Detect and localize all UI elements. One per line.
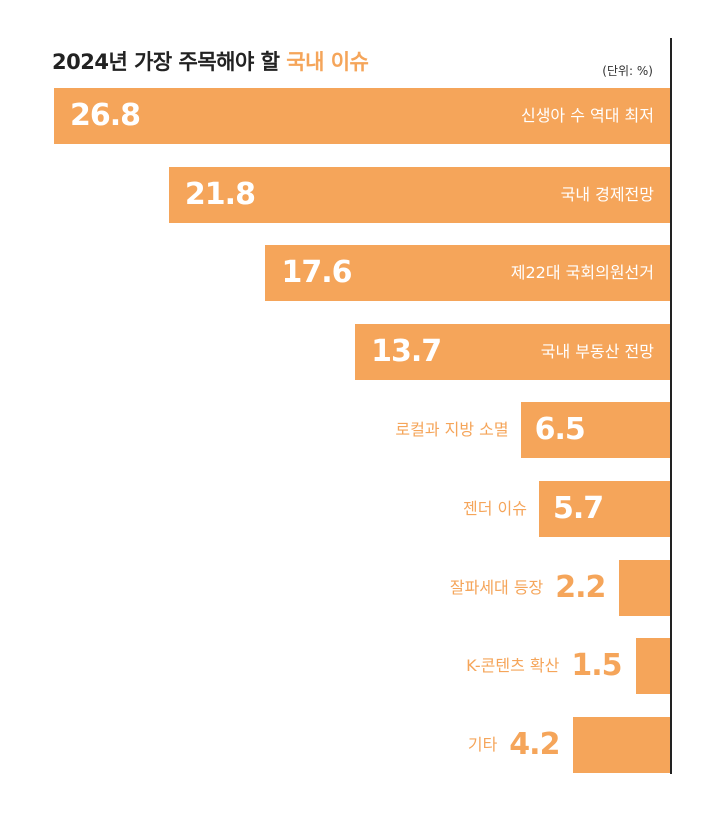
bar-1 (54, 88, 670, 144)
bar-7 (619, 559, 670, 616)
bar-6 (538, 481, 670, 537)
category-label-2: 국내 경제전망 (560, 184, 654, 204)
value-label-9: 4.2 (509, 726, 560, 762)
category-label-7: 잘파세대 등장 (449, 577, 544, 597)
category-label-3: 제22대 국회의원선거 (510, 263, 654, 283)
category-label-8: K-콘텐츠 확산 (466, 656, 560, 676)
chart-title-main: 2024년 가장 주목해야 할 (52, 50, 287, 74)
category-label-9: 기타 (467, 734, 498, 754)
value-label-8: 1.5 (571, 648, 622, 684)
category-label-4: 국내 부동산 전망 (540, 341, 654, 361)
bar-9 (573, 716, 670, 773)
unit-label: (단위: %) (602, 64, 653, 78)
value-label-1: 26.8 (70, 98, 141, 133)
bar-8 (635, 638, 670, 695)
axis-line (670, 38, 672, 774)
category-label-6: 젠더 이슈 (463, 499, 527, 518)
value-label-6: 5.7 (552, 491, 604, 526)
value-label-3: 17.6 (281, 255, 352, 291)
chart-title: 2024년 가장 주목해야 할 국내 이슈 (52, 46, 369, 76)
bar-3 (265, 245, 670, 302)
chart-title-accent: 국내 이슈 (286, 50, 369, 74)
category-label-1: 신생아 수 역대 최저 (520, 106, 654, 125)
value-label-7: 2.2 (555, 569, 606, 605)
value-label-2: 21.8 (184, 176, 256, 212)
bar-5 (520, 402, 670, 459)
value-label-5: 6.5 (534, 412, 586, 448)
value-label-4: 13.7 (371, 333, 442, 369)
bar-2 (168, 166, 670, 223)
bar-4 (355, 323, 670, 380)
category-label-5: 로컬과 지방 소멸 (395, 420, 509, 440)
